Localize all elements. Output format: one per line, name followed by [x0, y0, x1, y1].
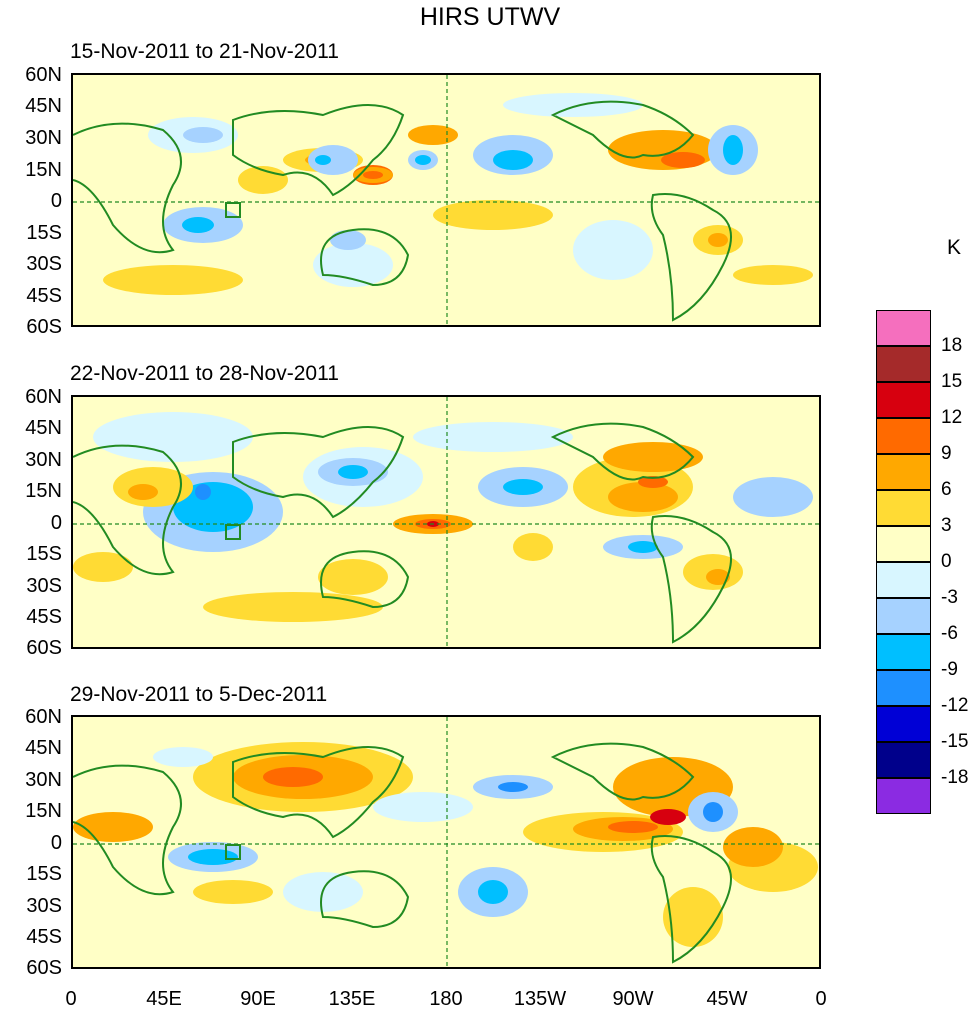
lon-label: 90E — [240, 988, 276, 1010]
colorbar-tick-label: -12 — [941, 695, 969, 716]
colorbar-swatch — [876, 706, 931, 742]
lat-label: 45S — [26, 606, 62, 628]
colorbar-swatch — [876, 418, 931, 454]
colorbar-tick-label: 6 — [941, 479, 952, 500]
lon-label: 135W — [513, 988, 567, 1010]
lat-label: 45N — [25, 737, 62, 759]
colorbar-swatch — [876, 526, 931, 562]
panel-3-title: 29-Nov-2011 to 5-Dec-2011 — [70, 683, 328, 706]
lat-label: 30S — [26, 895, 62, 917]
lat-label: 60N — [25, 386, 62, 408]
colorbar-swatch — [876, 562, 931, 598]
lat-label: 60N — [25, 706, 62, 728]
lon-label: 45E — [146, 988, 182, 1010]
colorbar-tick-label: 9 — [941, 443, 952, 464]
map-panel-1 — [71, 73, 821, 327]
colorbar-swatch — [876, 634, 931, 670]
colorbar-swatch — [876, 310, 931, 346]
colorbar-swatch — [876, 742, 931, 778]
colorbar-tick-label: 0 — [941, 551, 952, 572]
colorbar-tick-label: -6 — [941, 623, 958, 644]
lat-label: 0 — [50, 832, 62, 854]
colorbar-swatch — [876, 454, 931, 490]
colorbar-tick-label: -15 — [941, 731, 969, 752]
lat-label: 15S — [26, 863, 62, 885]
lat-label: 30S — [26, 253, 62, 275]
map-panel-3 — [71, 715, 821, 969]
lat-label: 15N — [25, 480, 62, 502]
colorbar-unit-label: K — [947, 236, 962, 259]
lat-label: 30S — [26, 575, 62, 597]
lat-label: 45N — [25, 95, 62, 117]
lat-label: 60N — [25, 64, 62, 86]
lon-label: 45W — [706, 988, 748, 1010]
lat-label: 0 — [50, 190, 62, 212]
lat-label: 0 — [50, 512, 62, 534]
colorbar-swatch — [876, 598, 931, 634]
lat-label: 60S — [26, 316, 62, 338]
lat-label: 15S — [26, 222, 62, 244]
lat-label: 15N — [25, 800, 62, 822]
panel-1-title: 15-Nov-2011 to 21-Nov-2011 — [70, 40, 339, 63]
lat-label: 60S — [26, 957, 62, 979]
colorbar-swatch — [876, 670, 931, 706]
lon-label: 0 — [815, 988, 827, 1010]
colorbar-swatch — [876, 382, 931, 418]
lon-label: 0 — [65, 988, 77, 1010]
colorbar-swatch — [876, 490, 931, 526]
colorbar-swatch — [876, 778, 931, 814]
map-panel-2 — [71, 395, 821, 649]
colorbar-swatch — [876, 346, 931, 382]
lat-label: 45S — [26, 926, 62, 948]
map-panel-1-field — [73, 75, 819, 325]
figure-title: HIRS UTWV — [419, 3, 561, 31]
colorbar-tick-label: -18 — [941, 767, 969, 788]
lat-label: 60S — [26, 637, 62, 659]
lat-label: 15S — [26, 543, 62, 565]
colorbar-tick-label: 12 — [941, 407, 963, 428]
lat-label: 30N — [25, 769, 62, 791]
lon-label: 135E — [328, 988, 376, 1010]
map-panel-3-field — [73, 717, 819, 967]
colorbar-tick-label: 18 — [941, 335, 963, 356]
lon-label: 90W — [612, 988, 654, 1010]
lat-label: 15N — [25, 159, 62, 181]
lat-label: 45N — [25, 417, 62, 439]
map-panel-2-field — [73, 397, 819, 647]
colorbar-tick-label: 15 — [941, 371, 963, 392]
colorbar-tick-label: -3 — [941, 587, 958, 608]
lat-label: 30N — [25, 449, 62, 471]
colorbar-tick-label: 3 — [941, 515, 952, 536]
panel-2-title: 22-Nov-2011 to 28-Nov-2011 — [70, 362, 339, 385]
lat-label: 30N — [25, 127, 62, 149]
colorbar-tick-label: -9 — [941, 659, 958, 680]
lon-label: 180 — [429, 988, 463, 1010]
lat-label: 45S — [26, 285, 62, 307]
